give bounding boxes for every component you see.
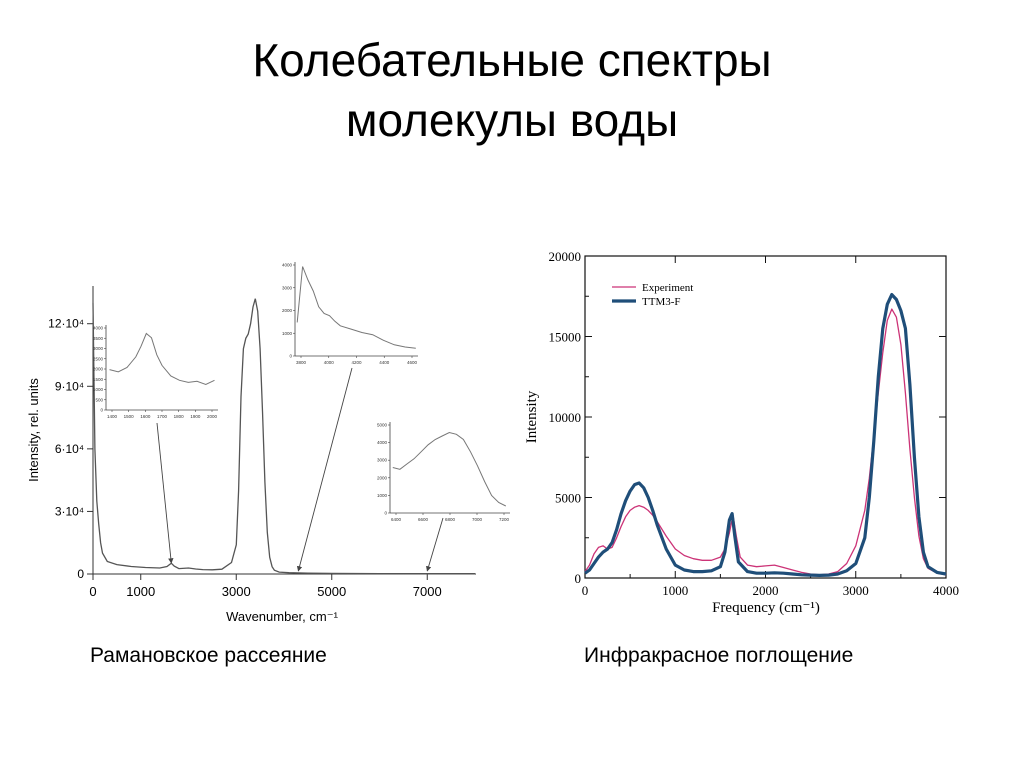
inset-y-tick-label: 1000 [93, 387, 104, 392]
ir-plot-frame [584, 255, 947, 579]
caption-ir: Инфракрасное поглощение [584, 644, 854, 667]
inset-series-line [109, 332, 215, 386]
raman-x-tick-label: 7000 [413, 584, 442, 599]
inset-series-line [296, 266, 416, 349]
ir-y-tick-label: 20000 [549, 249, 582, 264]
inset-x-tick-label: 4000 [324, 360, 335, 365]
inset-y-tick-label: 3000 [282, 285, 293, 290]
inset-pointer-arrow [156, 422, 174, 564]
inset-y-tick-label: 4000 [377, 440, 388, 445]
inset-x-tick-label: 4400 [379, 360, 390, 365]
inset-x-tick-label: 3800 [296, 360, 307, 365]
inset-y-tick-label: 2500 [93, 356, 104, 361]
inset-x-tick-label: 1900 [190, 414, 201, 419]
ir-x-tick-label: 3000 [843, 583, 869, 598]
inset-x-tick-label: 6400 [391, 517, 402, 522]
inset-y-tick-label: 5000 [377, 423, 388, 428]
caption-raman: Рамановское рассеяние [90, 644, 327, 667]
ir-y-axis-label: Intensity [524, 390, 540, 443]
inset-x-tick-label: 7200 [499, 517, 510, 522]
inset-series-line [392, 431, 507, 507]
inset-y-tick-label: 2000 [93, 367, 104, 372]
inset-y-tick-label: 0 [384, 511, 387, 516]
ir-legend-label: Experiment [642, 282, 693, 294]
inset-x-tick-label: 4600 [407, 360, 418, 365]
ir-x-axis-label: Frequency (cm⁻¹) [712, 600, 820, 616]
ir-x-tick-label: 2000 [753, 583, 779, 598]
inset-x-tick-label: 1500 [124, 414, 135, 419]
inset-y-tick-label: 1000 [282, 331, 293, 336]
ir-x-tick-label: 4000 [933, 583, 959, 598]
ir-y-tick-label: 5000 [555, 491, 581, 506]
raman-y-tick-label: 6·10⁴ [55, 442, 84, 456]
inset-y-tick-label: 0 [289, 354, 292, 359]
raman-x-tick-label: 1000 [126, 584, 155, 599]
inset-x-tick-label: 1400 [107, 414, 118, 419]
raman-x-tick-label: 3000 [222, 584, 251, 599]
ir-series-line-ttm3-f [584, 293, 947, 577]
ir-x-tick-label: 0 [582, 583, 589, 598]
raman-y-tick-label: 9·10⁴ [55, 379, 84, 393]
raman-series-line [92, 298, 475, 575]
inset-y-tick-label: 3000 [377, 458, 388, 463]
slide-title-line-1: Колебательные спектры [252, 34, 772, 86]
slide-title-line-2: молекулы воды [345, 94, 679, 146]
raman-inset-bending: 1400 1500 1600 1700 1800 1900 2000 4000 3500 3000… [93, 325, 218, 419]
inset-x-tick-label: 6600 [418, 517, 429, 522]
inset-y-tick-label: 4000 [282, 263, 293, 268]
ir-y-tick-label: 15000 [549, 330, 582, 345]
raman-x-tick-label: 0 [89, 584, 96, 599]
ir-legend: Experiment TTM3-F [612, 282, 693, 308]
inset-y-tick-label: 3000 [93, 346, 104, 351]
inset-x-tick-label: 2000 [207, 414, 218, 419]
inset-y-tick-label: 2000 [377, 475, 388, 480]
raman-chart: 0 1000 3000 5000 700003·10⁴6·10⁴9·10⁴12·10⁴W… [26, 262, 510, 624]
inset-x-tick-label: 7000 [472, 517, 483, 522]
inset-x-tick-label: 1600 [140, 414, 151, 419]
ir-legend-label: TTM3-F [642, 296, 681, 308]
raman-y-axis-label: Intensity, rel. units [26, 378, 41, 482]
inset-x-tick-label: 1700 [157, 414, 168, 419]
inset-y-tick-label: 3500 [93, 336, 104, 341]
raman-y-tick-label: 0 [77, 567, 84, 581]
ir-y-tick-label: 10000 [549, 410, 582, 425]
raman-inset-tail: 3800 4000 4200 4400 4600 4000 3000 2000 1000 0 [282, 262, 418, 365]
ir-y-tick-label: 0 [575, 571, 582, 586]
inset-y-tick-label: 500 [95, 397, 103, 402]
inset-y-tick-label: 2000 [282, 308, 293, 313]
inset-pointer-arrow [296, 367, 353, 572]
raman-x-tick-label: 5000 [317, 584, 346, 599]
raman-y-tick-label: 12·10⁴ [48, 317, 84, 331]
inset-pointer-arrow [426, 517, 444, 572]
ir-x-tick-label: 1000 [662, 583, 688, 598]
inset-x-tick-label: 1800 [174, 414, 185, 419]
ir-series-line-experiment [584, 308, 947, 576]
inset-x-tick-label: 6800 [445, 517, 456, 522]
slide-title: Колебательные спектры молекулы воды [0, 30, 1024, 150]
raman-y-tick-label: 3·10⁴ [55, 504, 84, 518]
inset-y-tick-label: 1000 [377, 493, 388, 498]
inset-y-tick-label: 1500 [93, 377, 104, 382]
inset-y-tick-label: 4000 [93, 326, 104, 331]
inset-y-tick-label: 0 [100, 408, 103, 413]
raman-x-axis-label: Wavenumber, cm⁻¹ [226, 609, 339, 624]
inset-x-tick-label: 4200 [351, 360, 362, 365]
raman-inset-overtone: 6400 6600 6800 7000 7200 5000 4000 3000 2000 1000… [377, 422, 510, 522]
ir-chart: 0 1000 2000 3000 4000 0 5000 10000 15000 20000 Fre… [524, 249, 959, 616]
